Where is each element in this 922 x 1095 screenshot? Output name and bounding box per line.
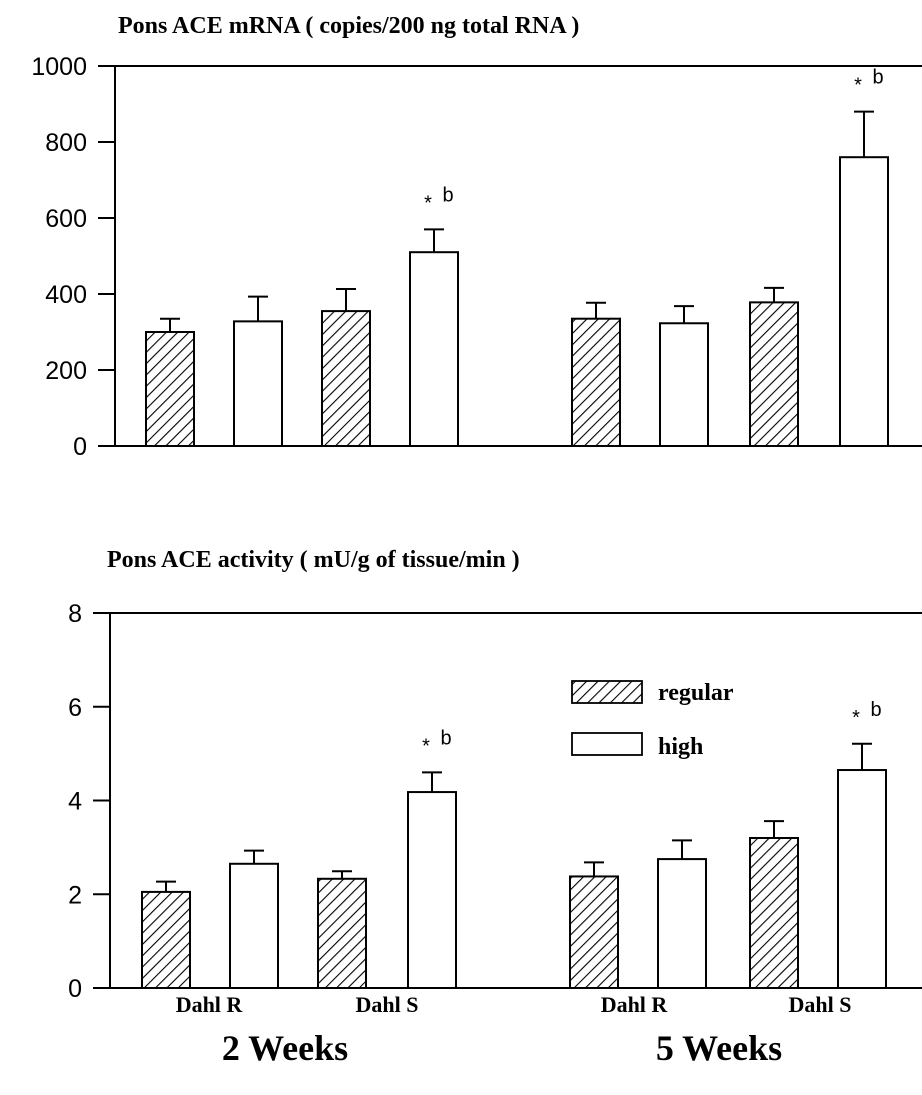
mrna-significance-letter: b bbox=[872, 67, 883, 89]
legend-high-label: high bbox=[658, 734, 703, 760]
legend-regular-label: regular bbox=[658, 680, 734, 706]
activity-bar-high bbox=[837, 769, 887, 989]
mrna-bar-high bbox=[659, 322, 709, 448]
strain-label-5w-dahl-s: Dahl S bbox=[789, 992, 852, 1017]
activity-panel: Pons ACE activity ( mU/g of tissue/min )… bbox=[68, 547, 922, 1003]
activity-y-tick-label: 8 bbox=[68, 600, 82, 628]
mrna-bar-regular bbox=[749, 301, 799, 447]
legend-regular-swatch bbox=[571, 680, 643, 704]
group-label-5-weeks: 5 Weeks bbox=[656, 1028, 782, 1068]
mrna-bar-high bbox=[409, 251, 459, 447]
activity-bar-high bbox=[229, 862, 279, 989]
activity-bar-high bbox=[407, 791, 457, 989]
activity-significance-letter: b bbox=[440, 727, 451, 749]
activity-y-tick-label: 4 bbox=[68, 788, 82, 816]
activity-significance-star: * bbox=[852, 707, 860, 729]
mrna-significance-letter: b bbox=[442, 184, 453, 206]
legend: regular high bbox=[571, 680, 734, 760]
strain-label-5w-dahl-r: Dahl R bbox=[601, 992, 669, 1017]
mrna-panel-title: Pons ACE mRNA ( copies/200 ng total RNA … bbox=[118, 13, 579, 39]
activity-significance-letter: b bbox=[870, 699, 881, 721]
activity-bar-regular bbox=[317, 877, 367, 989]
mrna-significance-star: * bbox=[854, 75, 862, 97]
mrna-y-tick-label: 800 bbox=[45, 129, 87, 157]
mrna-bar-regular bbox=[571, 317, 621, 448]
mrna-bar-high bbox=[839, 156, 889, 447]
mrna-significance-star: * bbox=[424, 192, 432, 214]
strain-label-2w-dahl-s: Dahl S bbox=[356, 992, 419, 1017]
activity-significance-star: * bbox=[422, 735, 430, 757]
mrna-bar-regular bbox=[321, 310, 371, 447]
activity-bar-regular bbox=[749, 837, 799, 989]
activity-bar-regular bbox=[569, 875, 619, 989]
activity-panel-title: Pons ACE activity ( mU/g of tissue/min ) bbox=[107, 547, 520, 573]
mrna-y-tick-label: 200 bbox=[45, 357, 87, 385]
activity-bar-high bbox=[657, 858, 707, 989]
mrna-bar-regular bbox=[145, 331, 195, 447]
mrna-y-tick-label: 0 bbox=[73, 433, 87, 461]
x-axis-labels: Dahl R Dahl S Dahl R Dahl S 2 Weeks 5 We… bbox=[176, 992, 852, 1068]
activity-y-tick-label: 2 bbox=[68, 881, 82, 909]
mrna-y-tick-label: 1000 bbox=[31, 53, 87, 81]
mrna-y-tick-label: 600 bbox=[45, 205, 87, 233]
legend-high-swatch bbox=[571, 732, 643, 756]
mrna-panel: Pons ACE mRNA ( copies/200 ng total RNA … bbox=[31, 13, 922, 461]
activity-bar-regular bbox=[141, 890, 191, 989]
mrna-bars: * b * b bbox=[145, 67, 889, 448]
strain-label-2w-dahl-r: Dahl R bbox=[176, 992, 244, 1017]
mrna-bar-high bbox=[233, 320, 283, 447]
mrna-y-tick-label: 400 bbox=[45, 281, 87, 309]
activity-y-tick-label: 6 bbox=[68, 694, 82, 722]
activity-y-tick-label: 0 bbox=[68, 975, 82, 1003]
group-label-2-weeks: 2 Weeks bbox=[222, 1028, 348, 1068]
activity-bars: * b * b bbox=[141, 699, 887, 989]
